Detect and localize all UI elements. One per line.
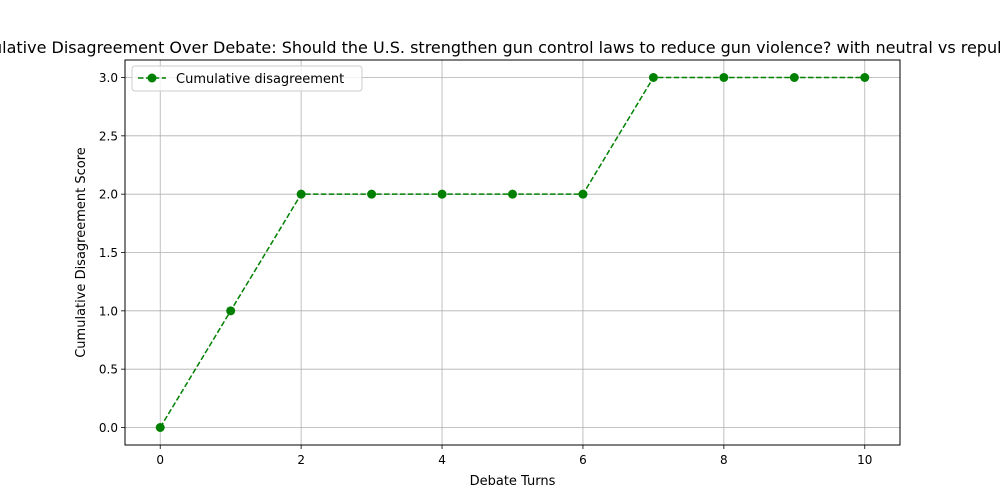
y-axis-label: Cumulative Disagreement Score [74,147,89,358]
y-tick-label: 2.0 [99,188,118,202]
y-tick-label: 0.0 [99,421,118,435]
legend: Cumulative disagreement [132,66,362,91]
data-point [578,190,587,199]
x-tick-label: 0 [156,453,164,467]
grid [125,60,900,445]
y-tick-label: 1.5 [99,246,118,260]
data-point [226,306,235,315]
x-tick-label: 2 [297,453,305,467]
y-tick-label: 0.5 [99,363,118,377]
data-point [156,423,165,432]
data-point [367,190,376,199]
x-tick-label: 4 [438,453,446,467]
legend-label: Cumulative disagreement [176,72,344,87]
data-point [438,190,447,199]
y-tick-label: 1.0 [99,304,118,318]
x-tick-label: 8 [720,453,728,467]
chart-title: Cumulative Disagreement Over Debate: Sho… [0,38,1000,57]
data-point [649,73,658,82]
y-tick-label: 3.0 [99,71,118,85]
data-point [719,73,728,82]
y-axis: 0.0 0.5 1.0 1.5 2.0 2.5 3.0 [99,71,125,435]
data-point [860,73,869,82]
data-point [508,190,517,199]
data-point [790,73,799,82]
legend-marker-icon [148,74,157,83]
x-tick-label: 10 [857,453,872,467]
x-tick-label: 6 [579,453,587,467]
y-tick-label: 2.5 [99,129,118,143]
x-axis: 0 2 4 6 8 10 [156,445,872,467]
data-point [297,190,306,199]
x-axis-label: Debate Turns [470,474,556,489]
